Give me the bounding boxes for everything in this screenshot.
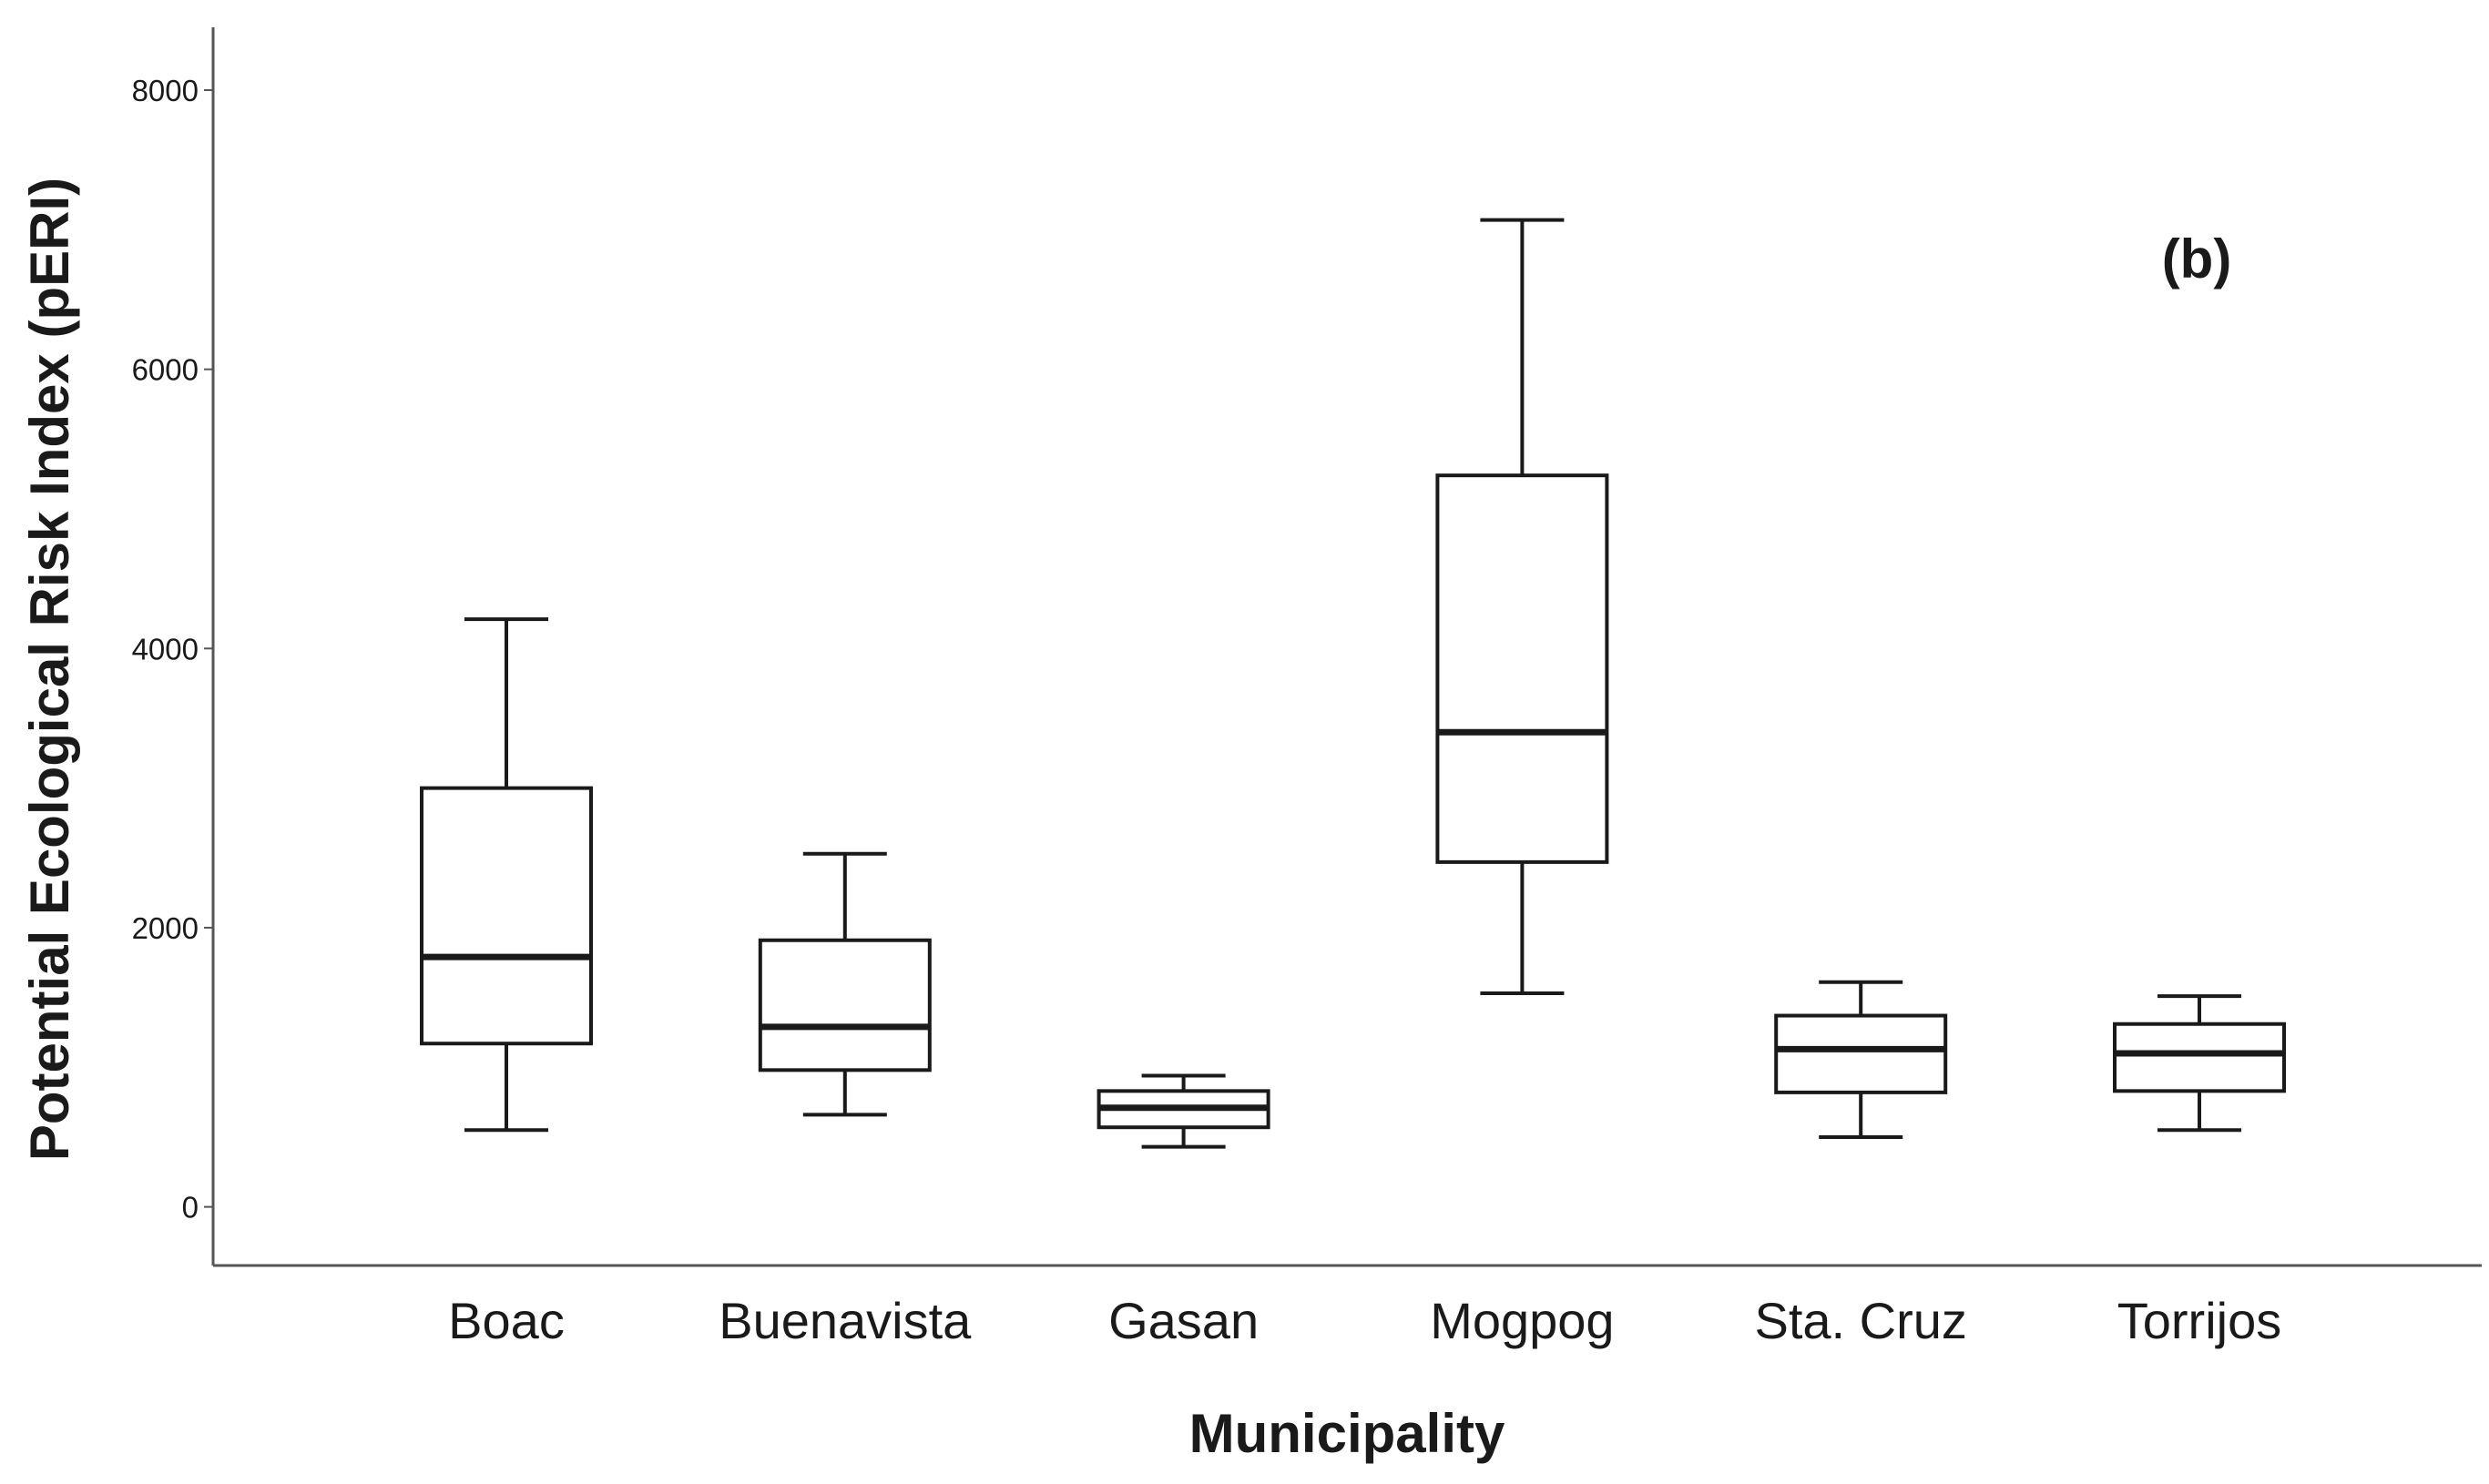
box-sta-cruz xyxy=(1774,980,1948,1139)
iqr-box-boac xyxy=(420,786,593,1046)
box-boac xyxy=(420,617,593,1133)
x-axis-title: Municipality xyxy=(1189,1403,1505,1464)
box-torrijos xyxy=(2113,994,2286,1133)
boxes xyxy=(420,218,2286,1149)
y-tick-label-2000: 2000 xyxy=(132,911,199,945)
y-axis-title: Potential Ecological Risk Index (pERI) xyxy=(19,178,80,1161)
axes xyxy=(211,27,2482,1267)
category-labels: Boac Buenavista Gasan Mogpog Sta. Cruz Torrij… xyxy=(448,1292,2281,1349)
iqr-box-sta-cruz xyxy=(1774,1013,1948,1094)
category-label-mogpog: Mogpog xyxy=(1430,1292,1614,1349)
y-tick-label-0: 0 xyxy=(182,1191,199,1225)
iqr-box-buenavista xyxy=(758,938,932,1072)
category-label-sta-cruz: Sta. Cruz xyxy=(1754,1292,1966,1349)
y-tick-label-8000: 8000 xyxy=(132,74,199,107)
box-gasan xyxy=(1097,1073,1270,1149)
y-tick-label-6000: 6000 xyxy=(132,353,199,387)
iqr-box-mogpog xyxy=(1435,473,1609,864)
category-label-torrijos: Torrijos xyxy=(2117,1292,2281,1349)
box-mogpog xyxy=(1435,218,1609,996)
y-tick-label-4000: 4000 xyxy=(132,632,199,666)
iqr-box-torrijos xyxy=(2113,1022,2286,1093)
category-label-boac: Boac xyxy=(448,1292,565,1349)
category-label-gasan: Gasan xyxy=(1108,1292,1259,1349)
panel-label: (b) xyxy=(2162,229,2232,290)
box-buenavista xyxy=(758,851,932,1117)
y-ticks: 0 2000 4000 6000 8000 xyxy=(132,74,213,1225)
category-label-buenavista: Buenavista xyxy=(719,1292,972,1349)
